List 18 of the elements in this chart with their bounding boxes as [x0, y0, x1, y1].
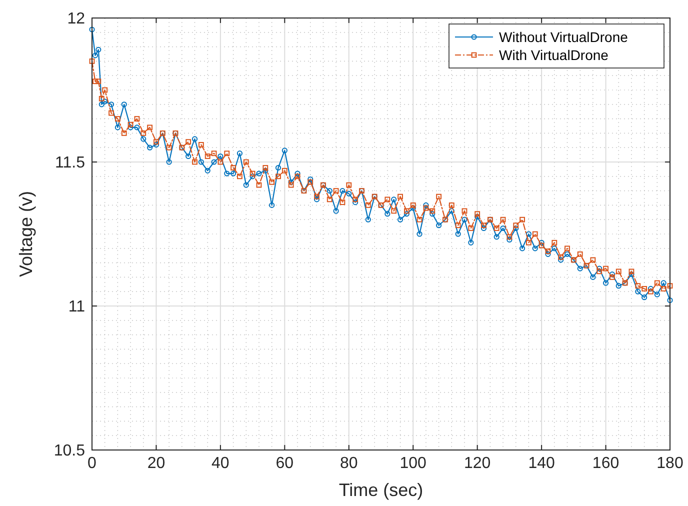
y-tick-label: 11.5 — [55, 154, 86, 172]
x-tick-label: 120 — [464, 455, 491, 472]
x-tick-label: 60 — [276, 455, 294, 472]
x-tick-label: 0 — [88, 455, 97, 472]
x-tick-label: 160 — [592, 455, 620, 472]
x-axis-title: Time (sec) — [338, 480, 424, 500]
y-axis-title: Voltage (v) — [16, 190, 36, 278]
x-tick-label: 20 — [147, 455, 166, 472]
legend-label: Without VirtualDrone — [499, 28, 628, 45]
y-tick-label: 12 — [67, 10, 86, 28]
y-tick-label: 10.5 — [54, 442, 86, 460]
x-tick-label: 180 — [656, 455, 684, 472]
legend-label: With VirtualDrone — [499, 46, 609, 63]
x-tick-label: 100 — [400, 455, 427, 472]
y-tick-label: 11 — [68, 298, 86, 316]
x-tick-label: 40 — [212, 455, 230, 472]
x-tick-label: 80 — [340, 455, 358, 472]
x-tick-label: 140 — [528, 455, 555, 472]
